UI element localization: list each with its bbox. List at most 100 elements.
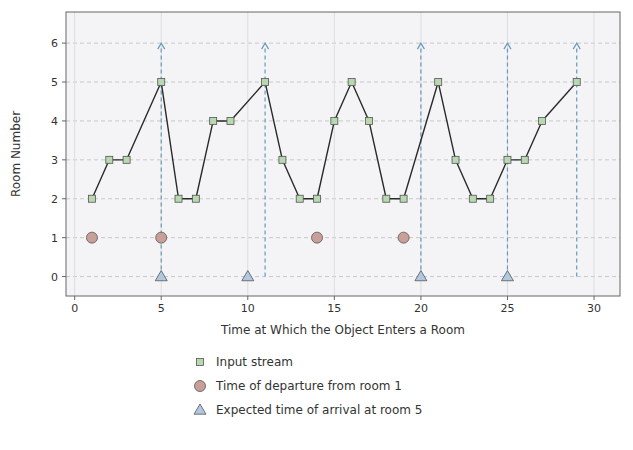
marks — [86, 43, 580, 281]
tick-label-y: 6 — [51, 37, 58, 50]
tick-label-y: 1 — [51, 232, 58, 245]
tick-label-x: 15 — [327, 302, 341, 315]
reference-arrow — [504, 43, 511, 49]
point — [279, 156, 286, 163]
tick-y — [62, 198, 66, 199]
grid-line-x — [420, 12, 421, 296]
point — [86, 232, 97, 243]
tick-x — [334, 296, 335, 300]
tick-x — [507, 296, 508, 300]
tick-y — [62, 82, 66, 83]
legend-marker — [195, 381, 206, 392]
plot-background — [66, 12, 620, 296]
point — [539, 117, 546, 124]
point — [227, 117, 234, 124]
point — [106, 156, 113, 163]
point — [158, 79, 165, 86]
point — [452, 156, 459, 163]
tick-x — [594, 296, 595, 300]
tick-x — [247, 296, 248, 300]
y-axis-label: Room Number — [9, 111, 23, 197]
point — [435, 79, 442, 86]
grid-line-y — [66, 120, 620, 121]
point — [398, 232, 409, 243]
point — [573, 79, 580, 86]
point — [415, 271, 427, 281]
point — [504, 156, 511, 163]
grid-line-y — [66, 198, 620, 199]
grid — [66, 12, 620, 296]
point — [155, 271, 167, 281]
tick-label-x: 30 — [587, 302, 601, 315]
reference-arrow — [417, 43, 424, 49]
point — [192, 195, 199, 202]
reference-arrow — [262, 43, 269, 49]
tick-y — [62, 276, 66, 277]
grid-line-x — [247, 12, 248, 296]
tick-label-y: 3 — [51, 154, 58, 167]
plot-frame — [66, 12, 620, 296]
tick-label-y: 2 — [51, 193, 58, 206]
series — [155, 271, 513, 281]
tick-y — [62, 43, 66, 44]
point — [348, 79, 355, 86]
grid-line-x — [334, 12, 335, 296]
series — [86, 232, 409, 243]
legend-marker — [194, 404, 206, 414]
tick-label-x: 25 — [500, 302, 514, 315]
tick-label-x: 10 — [241, 302, 255, 315]
legend-label: Input stream — [216, 355, 293, 369]
grid-line-y — [66, 43, 620, 44]
point — [521, 156, 528, 163]
grid-line-y — [66, 237, 620, 238]
point — [383, 195, 390, 202]
tick-x — [74, 296, 75, 300]
point — [210, 117, 217, 124]
point — [242, 271, 254, 281]
legend-marker — [197, 359, 204, 366]
tick-label-x: 20 — [414, 302, 428, 315]
point — [262, 79, 269, 86]
tick-label-y: 5 — [51, 76, 58, 89]
axes: 0 5 10 15 20 25 30 0 1 2 3 4 5 6 — [51, 37, 601, 315]
tick-y — [62, 120, 66, 121]
reference-arrow — [158, 43, 165, 49]
grid-line-y — [66, 159, 620, 160]
grid-line-x — [507, 12, 508, 296]
legend: Input stream Time of departure from room … — [194, 355, 422, 417]
tick-x — [161, 296, 162, 300]
grid-line-y — [66, 82, 620, 83]
point — [365, 117, 372, 124]
point — [296, 195, 303, 202]
series-line — [92, 82, 577, 199]
series — [88, 79, 580, 203]
point — [175, 195, 182, 202]
point — [314, 195, 321, 202]
legend-label: Expected time of arrival at room 5 — [216, 403, 422, 417]
reference-arrow — [573, 43, 580, 49]
point — [469, 195, 476, 202]
tick-label-y: 4 — [51, 115, 58, 128]
point — [400, 195, 407, 202]
tick-y — [62, 237, 66, 238]
point — [312, 232, 323, 243]
grid-line-y — [66, 276, 620, 277]
chart: 0 5 10 15 20 25 30 0 1 2 3 4 5 6 Room Number Time at Wh… — [0, 0, 633, 450]
tick-label-x: 5 — [158, 302, 165, 315]
grid-line-x — [161, 12, 162, 296]
reference-line — [420, 48, 421, 276]
grid-line-x — [74, 12, 75, 296]
tick-y — [62, 159, 66, 160]
point — [123, 156, 130, 163]
grid-line-x — [594, 12, 595, 296]
point — [331, 117, 338, 124]
point — [156, 232, 167, 243]
x-axis-label: Time at Which the Object Enters a Room — [220, 323, 465, 337]
point — [501, 271, 513, 281]
legend-label: Time of departure from room 1 — [215, 379, 402, 393]
point — [88, 195, 95, 202]
tick-label-y: 0 — [51, 271, 58, 284]
tick-label-x: 0 — [71, 302, 78, 315]
tick-x — [420, 296, 421, 300]
point — [487, 195, 494, 202]
